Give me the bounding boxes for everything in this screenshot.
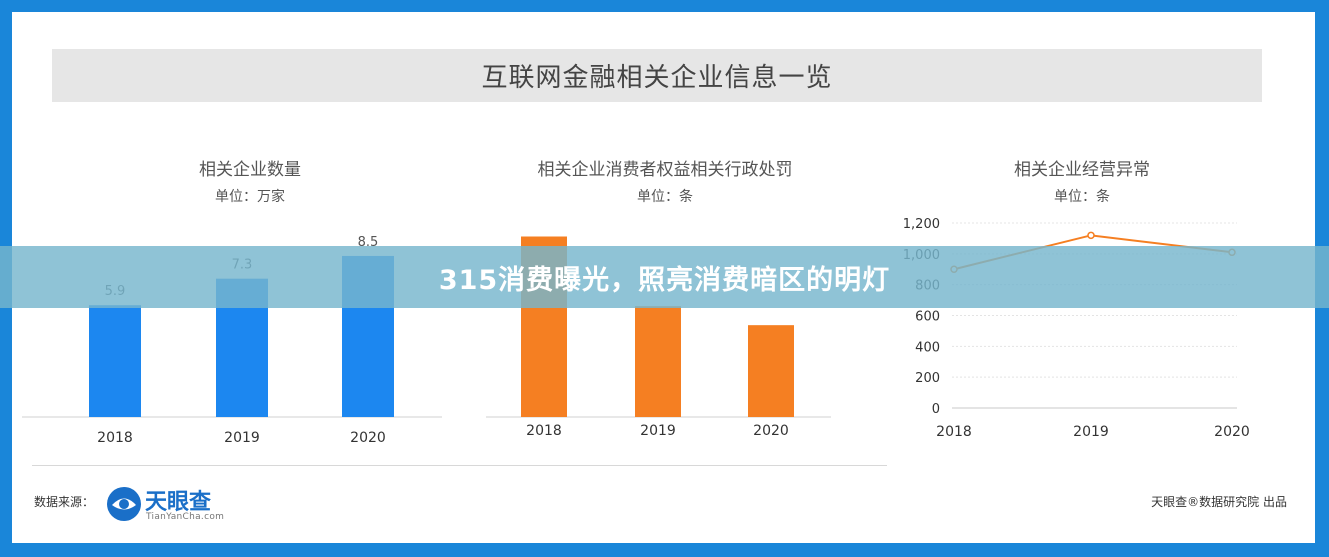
page-title: 互联网金融相关企业信息一览 [481, 63, 833, 93]
source-label: 数据来源： [34, 495, 95, 509]
chart-3-title: 相关企业经营异常 [1014, 160, 1150, 180]
headline-banner: 315消费曝光，照亮消费暗区的明灯 [0, 246, 1329, 308]
x-tick-2020: 2020 [753, 423, 789, 439]
logo-subtitle: TianYanCha.com [146, 512, 225, 522]
x-tick-2020: 2020 [1214, 424, 1250, 440]
tianyancha-logo: 天眼查 TianYanCha.com [106, 484, 246, 526]
chart-3-unit: 单位：条 [1054, 189, 1110, 205]
y-tick-400: 400 [915, 340, 940, 355]
y-tick-1,200: 1,200 [903, 217, 940, 232]
chart-2-unit: 单位：条 [637, 189, 693, 205]
chart-1-title: 相关企业数量 [199, 160, 301, 180]
logo-name: 天眼查 [145, 490, 212, 515]
logo-eye-icon [107, 487, 141, 521]
y-tick-0: 0 [932, 402, 940, 417]
x-tick-2019: 2019 [224, 430, 260, 446]
x-tick-2018: 2018 [936, 424, 972, 440]
x-tick-2020: 2020 [350, 430, 386, 446]
chart-1-unit: 单位：万家 [215, 189, 285, 205]
x-tick-2019: 2019 [640, 423, 676, 439]
bar-2020 [748, 325, 794, 417]
y-tick-600: 600 [915, 310, 940, 325]
publisher-credit: 天眼查®数据研究院 出品 [1151, 495, 1287, 509]
footer-divider [32, 465, 887, 466]
x-tick-2019: 2019 [1073, 424, 1109, 440]
y-tick-200: 200 [915, 371, 940, 386]
point-2019 [1087, 231, 1095, 240]
x-tick-2018: 2018 [97, 430, 133, 446]
chart-2-title: 相关企业消费者权益相关行政处罚 [537, 160, 793, 180]
headline-text: 315消费曝光，照亮消费暗区的明灯 [438, 264, 891, 296]
x-tick-2018: 2018 [526, 423, 562, 439]
title-band: 互联网金融相关企业信息一览 [52, 49, 1262, 102]
bar-2019 [635, 306, 681, 417]
bar-2018 [89, 305, 141, 417]
